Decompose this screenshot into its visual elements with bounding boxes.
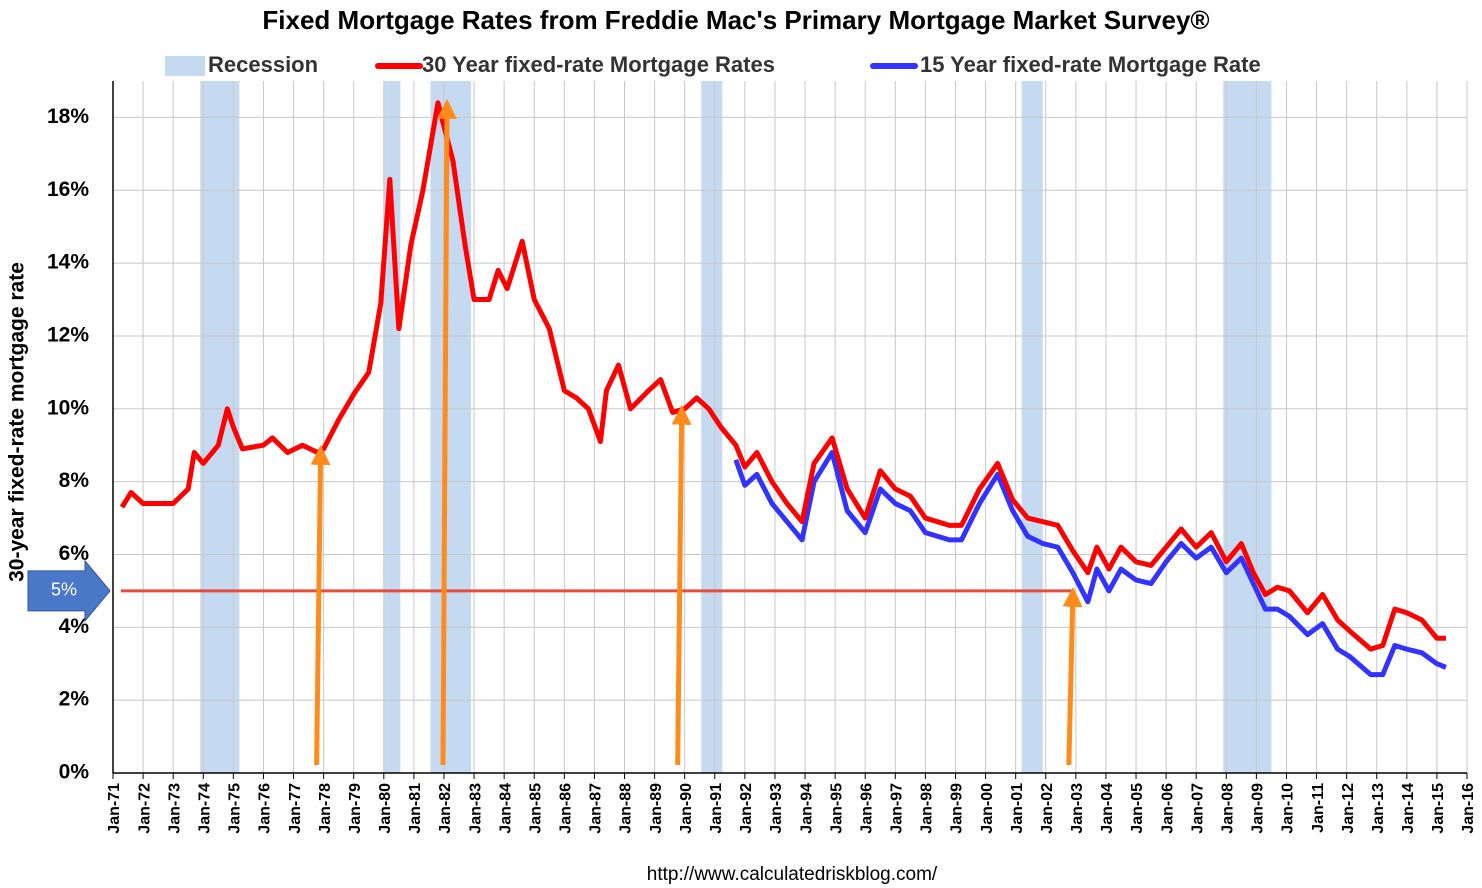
y-tick-label: 14% (47, 251, 89, 274)
x-tick-label: Jan-93 (768, 783, 785, 834)
x-tick-label: Jan-05 (1129, 783, 1146, 834)
x-tick-label: Jan-12 (1340, 783, 1357, 834)
x-tick-label: Jan-83 (467, 783, 484, 834)
chart-title: Fixed Mortgage Rates from Freddie Mac's … (262, 5, 1209, 35)
x-tick-label: Jan-79 (347, 783, 364, 834)
legend-label: Recession (208, 52, 318, 77)
x-tick-label: Jan-92 (738, 783, 755, 834)
x-tick-label: Jan-89 (648, 783, 665, 834)
series-line (733, 449, 1447, 678)
x-tick-label: Jan-77 (287, 783, 304, 834)
y-tick-label: 4% (59, 615, 90, 638)
recession-band (1021, 81, 1043, 773)
x-tick-label: Jan-15 (1430, 783, 1447, 834)
y-tick-label: 16% (47, 178, 89, 201)
x-tick-label: Jan-73 (166, 783, 183, 834)
legend-swatch (165, 56, 205, 76)
x-tick-label: Jan-84 (497, 783, 514, 834)
x-tick-label: Jan-81 (407, 783, 424, 834)
x-tick-label: Jan-02 (1039, 783, 1056, 834)
x-tick-label: Jan-90 (678, 783, 695, 834)
x-tick-label: Jan-07 (1189, 783, 1206, 834)
x-tick-label: Jan-97 (889, 783, 906, 834)
annotation-arrow (310, 444, 331, 766)
x-tick-label: Jan-86 (558, 783, 575, 834)
x-tick-label: Jan-00 (979, 783, 996, 834)
x-tick-label: Jan-04 (1099, 783, 1116, 834)
x-tick-label: Jan-91 (708, 783, 725, 834)
annotation-arrow (1062, 586, 1083, 766)
x-tick-label: Jan-88 (618, 783, 635, 834)
legend-label: 15 Year fixed-rate Mortgage Rate (920, 52, 1261, 77)
x-tick-label: Jan-09 (1250, 783, 1267, 834)
recession-band (1223, 81, 1272, 773)
recession-band (701, 81, 723, 773)
y-tick-label: 12% (47, 323, 89, 346)
y-tick-label: 6% (59, 542, 90, 565)
x-tick-label: Jan-85 (527, 783, 544, 834)
x-tick-label: Jan-16 (1460, 783, 1477, 834)
source: http://www.calculatedriskblog.com/ (647, 864, 938, 885)
y-tick-label: 8% (59, 469, 90, 492)
callout-label: 5% (51, 580, 77, 600)
recession-band (430, 81, 472, 773)
x-tick-label: Jan-99 (949, 783, 966, 834)
x-tick-label: Jan-11 (1310, 783, 1327, 833)
y-tick-label: 0% (59, 761, 90, 784)
x-tick-label: Jan-94 (798, 783, 815, 834)
annotation-arrow (671, 404, 692, 766)
x-tick-label: Jan-95 (828, 783, 845, 834)
x-tick-label: Jan-08 (1220, 783, 1237, 834)
y-tick-label: 18% (47, 105, 89, 128)
x-tick-label: Jan-76 (257, 783, 274, 834)
y-axis-label: 30-year fixed-rate mortgage rate (6, 262, 29, 582)
y-tick-label: 10% (47, 396, 89, 419)
x-tick-label: Jan-14 (1400, 783, 1417, 834)
x-tick-label: Jan-74 (196, 783, 213, 834)
x-tick-label: Jan-71 (106, 783, 123, 834)
legend-label: 30 Year fixed-rate Mortgage Rates (422, 52, 775, 77)
x-tick-label: Jan-98 (919, 783, 936, 834)
x-tick-label: Jan-06 (1159, 783, 1176, 834)
callout-arrow (27, 559, 111, 623)
x-tick-label: Jan-72 (136, 783, 153, 834)
x-tick-label: Jan-87 (588, 783, 605, 834)
x-tick-label: Jan-78 (317, 783, 334, 834)
annotation-arrow (436, 98, 457, 766)
x-tick-label: Jan-01 (1009, 783, 1026, 834)
x-tick-label: Jan-75 (227, 783, 244, 834)
x-tick-label: Jan-03 (1069, 783, 1086, 834)
x-tick-label: Jan-96 (858, 783, 875, 834)
x-tick-label: Jan-80 (377, 783, 394, 834)
y-tick-label: 2% (59, 688, 90, 711)
x-tick-label: Jan-10 (1280, 783, 1297, 834)
x-tick-label: Jan-13 (1370, 783, 1387, 834)
x-tick-label: Jan-82 (437, 783, 454, 834)
